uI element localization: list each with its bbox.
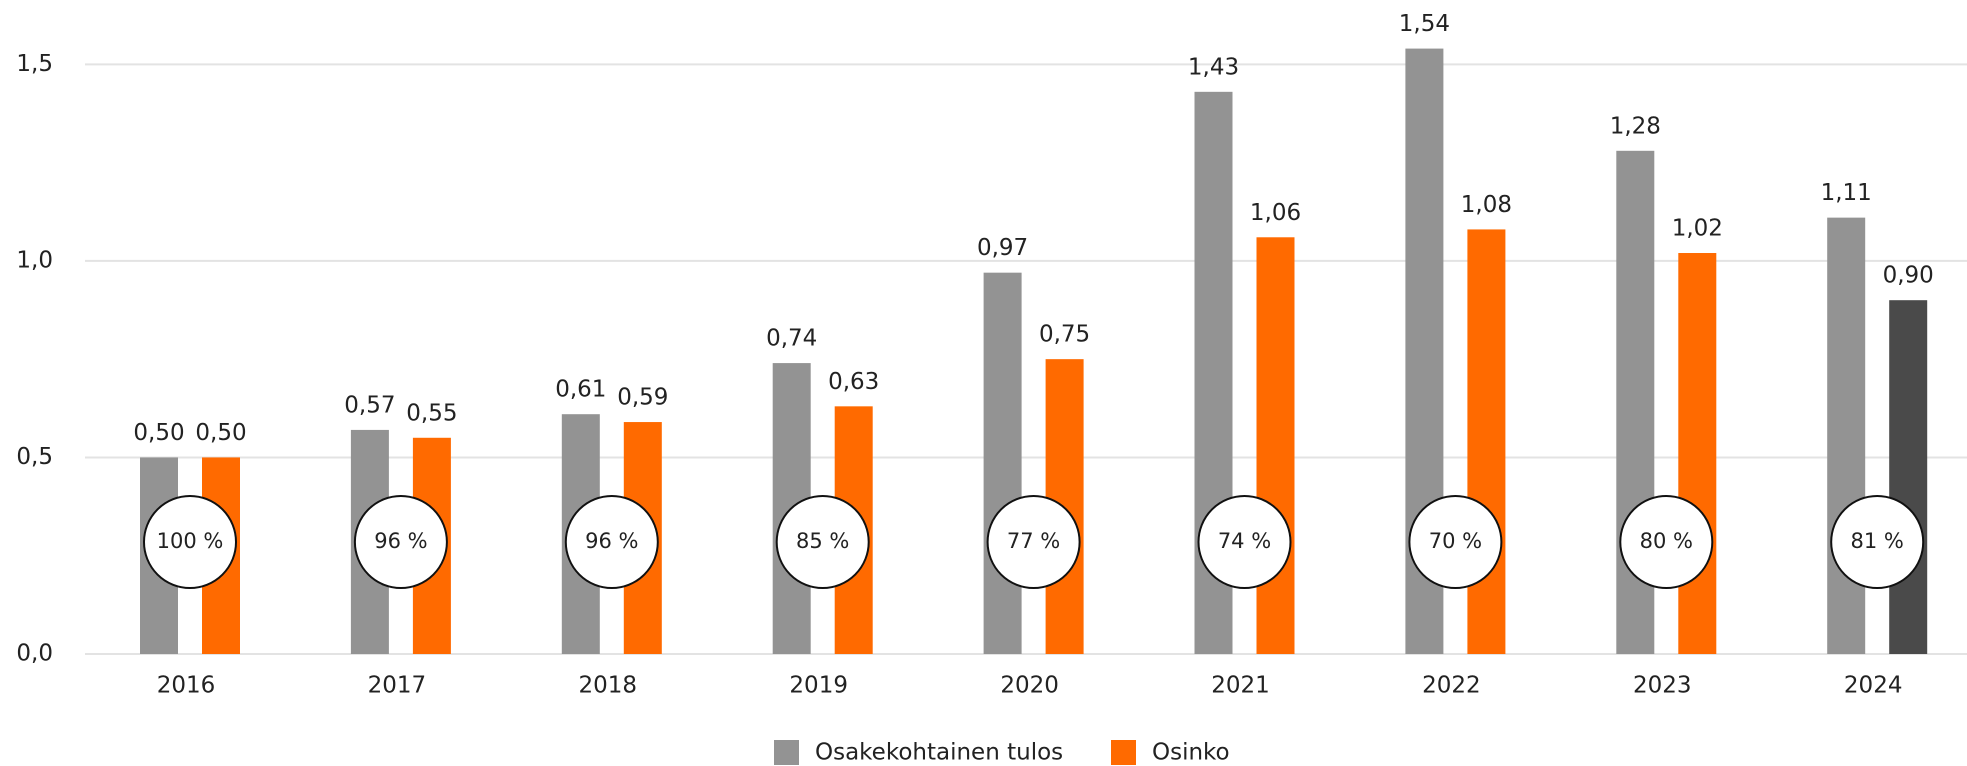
bar [1678,253,1717,654]
x-tick-label: 2021 [1211,673,1270,699]
data-label: 0,61 [555,377,606,403]
y-tick-label: 0,5 [16,444,53,470]
legend-label: Osinko [1152,740,1230,766]
data-label: 0,50 [133,420,184,446]
legend-swatch [1111,740,1136,765]
payout-circle [1197,495,1292,589]
bar [1467,229,1506,655]
payout-circle [775,495,870,589]
payout-label: 100 % [157,529,224,553]
payout-circle [143,495,237,589]
x-tick-label: 2019 [789,673,848,699]
data-label: 0,75 [1039,322,1090,348]
data-label: 1,06 [1250,200,1301,226]
payout-circle [1619,495,1714,589]
payout-circle [1408,495,1503,589]
x-tick-label: 2022 [1422,673,1481,699]
payout-circle [986,495,1081,589]
data-label: 0,90 [1883,263,1934,289]
y-tick-label: 1,0 [16,247,53,273]
bar [1889,300,1928,654]
data-label: 1,54 [1399,11,1450,37]
legend-label: Osakekohtainen tulos [815,740,1063,766]
payout-circle [1830,495,1925,589]
payout-label: 81 % [1851,529,1904,553]
payout-label: 70 % [1429,529,1482,553]
bar [1256,237,1295,654]
y-tick-label: 1,5 [16,51,53,77]
x-tick-label: 2020 [1000,673,1059,699]
y-tick-label: 0,0 [16,641,53,667]
payout-circle [353,495,448,589]
payout-label: 74 % [1218,529,1271,553]
legend-swatch [774,740,799,765]
data-label: 0,50 [195,420,246,446]
data-label: 1,02 [1672,216,1723,242]
data-label: 1,43 [1188,54,1239,80]
bar [1827,217,1866,654]
payout-circle [564,495,659,589]
data-label: 0,97 [977,235,1028,261]
payout-label: 96 % [585,529,638,553]
data-label: 1,11 [1821,180,1872,206]
x-tick-label: 2017 [368,673,427,699]
data-label: 1,28 [1610,113,1661,139]
data-label: 0,55 [406,400,457,426]
x-tick-label: 2018 [579,673,638,699]
x-tick-label: 2016 [157,673,216,699]
data-label: 0,59 [617,385,668,411]
x-tick-label: 2024 [1844,673,1903,699]
data-label: 0,63 [828,369,879,395]
data-label: 0,74 [766,326,817,352]
x-tick-label: 2023 [1633,673,1692,699]
payout-label: 77 % [1007,529,1060,553]
data-label: 1,08 [1461,192,1512,218]
payout-label: 85 % [796,529,849,553]
payout-label: 80 % [1640,529,1693,553]
bar [983,272,1022,654]
payout-label: 96 % [374,529,427,553]
data-label: 0,57 [344,392,395,418]
